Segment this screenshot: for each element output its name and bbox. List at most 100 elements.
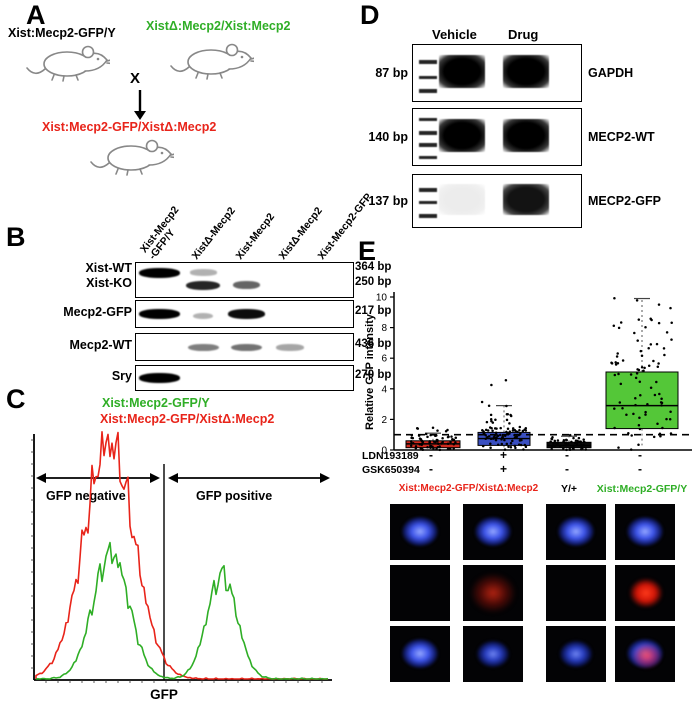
scatter-dot: [643, 366, 646, 370]
gel-band: [186, 280, 221, 291]
scatter-dot: [635, 299, 639, 302]
scatter-dot: [615, 355, 619, 358]
scatter-dot: [429, 444, 432, 448]
scatter-dot: [659, 435, 662, 438]
scatter-dot: [518, 425, 522, 429]
scatter-dot: [513, 444, 517, 448]
scatter-dot: [481, 444, 485, 448]
ladder-band: [419, 60, 437, 64]
scatter-dot: [638, 427, 642, 431]
scatter-dot: [491, 437, 495, 440]
y-tick-label: 8: [381, 323, 387, 334]
scatter-dot: [621, 406, 624, 410]
scatter-dot: [438, 445, 441, 448]
scatter-dot: [646, 403, 649, 406]
scatter-dot: [563, 441, 567, 444]
scatter-dot: [556, 442, 559, 446]
scatter-dot: [637, 443, 640, 446]
scatter-dot: [519, 438, 522, 441]
scatter-dot: [441, 437, 444, 440]
scatter-dot: [578, 440, 581, 444]
scatter-dot: [670, 321, 673, 324]
scatter-dot: [656, 365, 660, 369]
scatter-dot: [647, 364, 651, 368]
micrograph-blue-dim: [463, 626, 523, 682]
gel-band: [139, 309, 181, 319]
band-size-label: 140 bp: [368, 130, 408, 144]
arrowhead-right-icon: [320, 473, 330, 483]
scatter-dot: [562, 447, 565, 450]
scatter-dot: [647, 346, 650, 350]
treatment-value: +: [500, 462, 508, 476]
y-axis-label: Relative GFP intensity: [364, 313, 376, 430]
scatter-dot: [617, 326, 621, 330]
scatter-dot: [524, 427, 528, 430]
scatter-dot: [629, 373, 633, 376]
vehicle-band: [439, 118, 485, 153]
gel-box: [412, 174, 582, 228]
gene-label: MECP2-GFP: [588, 194, 661, 208]
scatter-dot: [661, 426, 664, 430]
panel-letter-c: C: [6, 384, 26, 414]
gel-lane-label: Xist-Mecp2 -GFP/Y: [138, 204, 190, 262]
scatter-dot: [665, 331, 669, 334]
histogram-curve: [35, 431, 328, 680]
rtpcr-gels: [412, 0, 582, 240]
gel-row-label: Mecp2-GFP: [63, 305, 132, 319]
micrograph-blue: [615, 504, 675, 560]
arrowhead-right-icon: [150, 473, 160, 483]
treatment-value: -: [565, 448, 569, 462]
panel-letter-a: A: [26, 0, 46, 30]
scatter-dot: [493, 427, 497, 430]
drug-band: [503, 183, 549, 216]
y-tick-label: 4: [381, 384, 387, 395]
scatter-dot: [637, 318, 641, 321]
scatter-dot: [503, 448, 507, 451]
gel-band: [231, 343, 262, 352]
scatter-dot: [488, 426, 492, 429]
scatter-dot: [511, 427, 515, 430]
scatter-dot: [503, 438, 506, 442]
scatter-dot: [428, 440, 431, 444]
scatter-dot: [633, 331, 636, 335]
scatter-dot: [584, 448, 588, 451]
scatter-dot: [670, 338, 673, 341]
scatter-dot: [505, 404, 508, 408]
scatter-dot: [553, 439, 557, 443]
scatter-dot: [621, 359, 625, 362]
scatter-dot: [511, 429, 515, 432]
gel-box: [412, 108, 582, 166]
column-header-vehicle: Vehicle: [432, 27, 477, 42]
scatter-dot: [634, 403, 637, 407]
histogram-curve: [35, 541, 329, 680]
gel-band: [276, 344, 304, 351]
gel-box: [135, 262, 354, 298]
group-genotype-label: Xist:Mecp2-GFP/Y: [596, 483, 688, 495]
cell-signal: [626, 516, 664, 547]
scatter-dot: [518, 428, 521, 432]
scatter-dot: [565, 448, 568, 452]
scatter-dot: [507, 445, 510, 448]
scatter-dot: [452, 442, 456, 446]
scatter-dot: [652, 435, 656, 439]
ladder-band: [419, 200, 437, 205]
gel-row-label: Sry: [111, 369, 132, 383]
treatment-value: +: [500, 448, 508, 462]
scatter-dot: [668, 417, 672, 421]
scatter-dot: [640, 365, 644, 369]
scatter-dot: [634, 376, 638, 380]
scatter-dot: [649, 386, 653, 390]
scatter-dot: [579, 448, 583, 451]
scatter-dot: [669, 410, 672, 414]
scatter-dot: [556, 439, 560, 442]
cell-signal: [559, 640, 593, 668]
scatter-dot: [659, 401, 663, 404]
cell-signal: [401, 516, 439, 547]
y-tick-label: 0: [381, 446, 387, 457]
scatter-dot: [410, 436, 413, 440]
scatter-dot: [499, 433, 502, 437]
scatter-dot: [446, 442, 450, 446]
scatter-dot: [452, 447, 455, 450]
scatter-dot: [614, 361, 617, 364]
